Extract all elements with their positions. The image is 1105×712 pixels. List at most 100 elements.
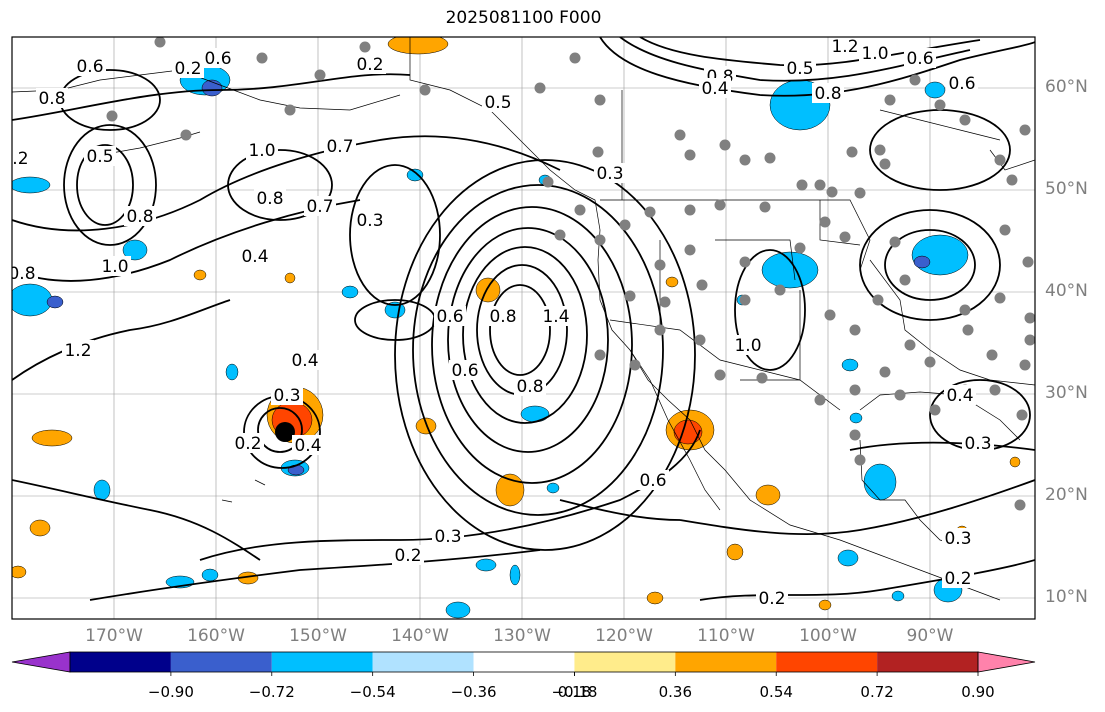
contour-label: 0.6 bbox=[906, 49, 933, 69]
station-dot bbox=[1022, 256, 1034, 268]
station-dots-layer bbox=[106, 37, 1035, 511]
coastline bbox=[879, 109, 1001, 141]
shaded-region bbox=[122, 239, 148, 261]
colorbar-tick-label: −0.54 bbox=[349, 683, 396, 701]
station-dot bbox=[824, 309, 836, 321]
shaded-region bbox=[31, 429, 73, 447]
contour-label-bg bbox=[449, 360, 481, 380]
contour-label: 0.3 bbox=[356, 211, 383, 231]
contour-label-bg bbox=[62, 340, 94, 360]
coastline-layer bbox=[12, 37, 1035, 601]
shaded-region bbox=[863, 463, 897, 501]
colorbar-tick-label: −0.36 bbox=[450, 683, 497, 701]
station-dot bbox=[1006, 174, 1018, 186]
colorbar-tick-label: −0.18 bbox=[551, 683, 598, 701]
shaded-region bbox=[475, 277, 501, 303]
station-dot bbox=[909, 74, 921, 86]
shaded-region bbox=[818, 599, 832, 611]
station-dot bbox=[314, 69, 326, 81]
contour-label-bg bbox=[289, 350, 321, 370]
station-dot bbox=[654, 259, 666, 271]
lat-label: 20°N bbox=[1045, 485, 1088, 505]
station-dot bbox=[284, 104, 296, 116]
station-dot bbox=[994, 154, 1006, 166]
station-dot bbox=[256, 52, 268, 64]
contour-label-bg bbox=[354, 54, 386, 74]
contour-line bbox=[849, 441, 1035, 451]
contour-line bbox=[884, 229, 976, 301]
contour-line bbox=[734, 249, 806, 371]
contour-label: 0.4 bbox=[291, 351, 318, 371]
contour-label: 1.2 bbox=[831, 37, 858, 57]
station-dot bbox=[774, 284, 786, 296]
colorbar-segment bbox=[170, 652, 272, 672]
contour-label: 0.8 bbox=[256, 189, 283, 209]
station-dot bbox=[929, 404, 941, 416]
contour-label: 0.2 bbox=[174, 59, 201, 79]
station-dot bbox=[694, 334, 706, 346]
coastline bbox=[869, 259, 1035, 386]
contour-line bbox=[394, 159, 696, 551]
lat-label: 60°N bbox=[1045, 77, 1088, 97]
coastline bbox=[600, 199, 871, 271]
contour-line bbox=[412, 184, 664, 516]
contour-label-bg bbox=[482, 92, 514, 112]
station-dot bbox=[924, 356, 936, 368]
station-dot bbox=[839, 231, 851, 243]
contour-line bbox=[869, 109, 1011, 191]
contour-label: 0.3 bbox=[596, 164, 623, 184]
colorbar-segment bbox=[877, 652, 978, 672]
station-dot bbox=[934, 99, 946, 111]
shaded-region bbox=[12, 283, 53, 317]
contour-line bbox=[63, 124, 157, 246]
coastline bbox=[859, 391, 1021, 441]
station-dot bbox=[624, 290, 636, 302]
station-dot bbox=[899, 274, 911, 286]
station-dot bbox=[619, 219, 631, 231]
contour-label: 0.6 bbox=[639, 471, 666, 491]
colorbar-tick-label: 0.72 bbox=[860, 683, 894, 701]
contour-label-bg bbox=[239, 246, 271, 266]
contour-label-bg bbox=[784, 58, 816, 78]
contour-label-bg bbox=[246, 140, 278, 160]
shaded-region bbox=[520, 405, 550, 423]
station-dot bbox=[1014, 499, 1026, 511]
station-dot bbox=[814, 394, 826, 406]
contour-line bbox=[431, 206, 633, 484]
colorbar-segment bbox=[70, 652, 171, 672]
contour-label: 0.2 bbox=[394, 546, 421, 566]
contour-label-bg bbox=[942, 568, 974, 588]
contour-line bbox=[12, 73, 411, 121]
contour-label: 0.2 bbox=[356, 55, 383, 75]
shaded-region bbox=[193, 269, 207, 281]
station-dot bbox=[106, 110, 118, 122]
shaded-region bbox=[837, 549, 859, 567]
contour-label-bg bbox=[859, 43, 891, 63]
contour-label: 0.6 bbox=[76, 57, 103, 77]
contour-label: 0.5 bbox=[484, 93, 511, 113]
contour-line bbox=[859, 209, 1001, 321]
contour-label: 0.3 bbox=[434, 527, 461, 547]
station-dot bbox=[849, 324, 861, 336]
shaded-region bbox=[911, 234, 969, 276]
contour-label: 0.8 bbox=[516, 377, 543, 397]
colorbar-segment bbox=[574, 652, 676, 672]
contour-line bbox=[349, 164, 441, 306]
colorbar-tick-label: 0.18 bbox=[557, 683, 592, 701]
map-frame bbox=[11, 36, 1036, 620]
station-dot bbox=[854, 454, 866, 466]
colorbar-segment bbox=[372, 652, 474, 672]
shaded-region bbox=[225, 363, 239, 381]
contour-label: 0.4 bbox=[701, 79, 728, 99]
shaded-region bbox=[646, 591, 664, 605]
station-dot bbox=[794, 242, 806, 254]
station-dot bbox=[542, 176, 554, 188]
shaded-region bbox=[201, 568, 219, 582]
contour-label: 0.2 bbox=[1, 149, 28, 169]
contour-label: 0.2 bbox=[234, 434, 261, 454]
station-dot bbox=[1024, 312, 1035, 324]
shaded-region bbox=[445, 601, 471, 619]
station-dot bbox=[796, 179, 808, 191]
shaded-region bbox=[406, 168, 424, 182]
storm-center-marker bbox=[275, 422, 295, 442]
